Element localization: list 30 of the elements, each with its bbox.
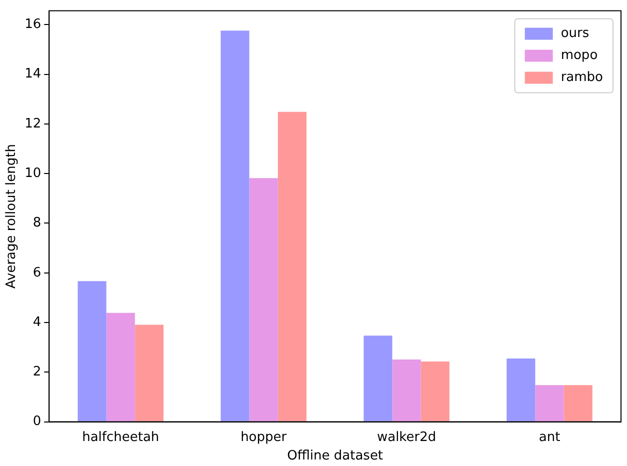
bar (278, 112, 306, 422)
y-tick-label: 16 (24, 17, 42, 32)
y-tick-label: 0 (32, 414, 42, 430)
bar (535, 385, 564, 422)
y-tick-label: 2 (32, 364, 42, 380)
x-tick-label: ant (538, 430, 560, 445)
bar (106, 312, 135, 422)
y-tick-label: 4 (32, 314, 42, 330)
bar (506, 358, 536, 422)
bar (249, 178, 278, 422)
x-tick-label: walker2d (376, 430, 436, 445)
y-axis-title: Average rollout length (4, 144, 20, 289)
bar (364, 336, 392, 422)
legend-label: rambo (560, 70, 604, 86)
bar (220, 30, 250, 422)
x-tick-label: halfcheetah (82, 430, 160, 445)
bar (420, 361, 450, 422)
y-tick-label: 8 (32, 216, 42, 231)
y-tick-label: 12 (24, 116, 42, 132)
bar (78, 281, 106, 422)
y-tick-label: 14 (24, 66, 42, 82)
legend-label: ours (560, 26, 590, 42)
y-tick-label: 6 (32, 265, 42, 280)
x-axis-title: Offline dataset (287, 448, 384, 464)
legend-label: mopo (560, 48, 598, 64)
x-tick-label: hopper (240, 430, 288, 445)
bar (392, 360, 421, 422)
bar (564, 385, 592, 422)
bar (134, 324, 164, 422)
y-tick-label: 10 (24, 166, 42, 181)
